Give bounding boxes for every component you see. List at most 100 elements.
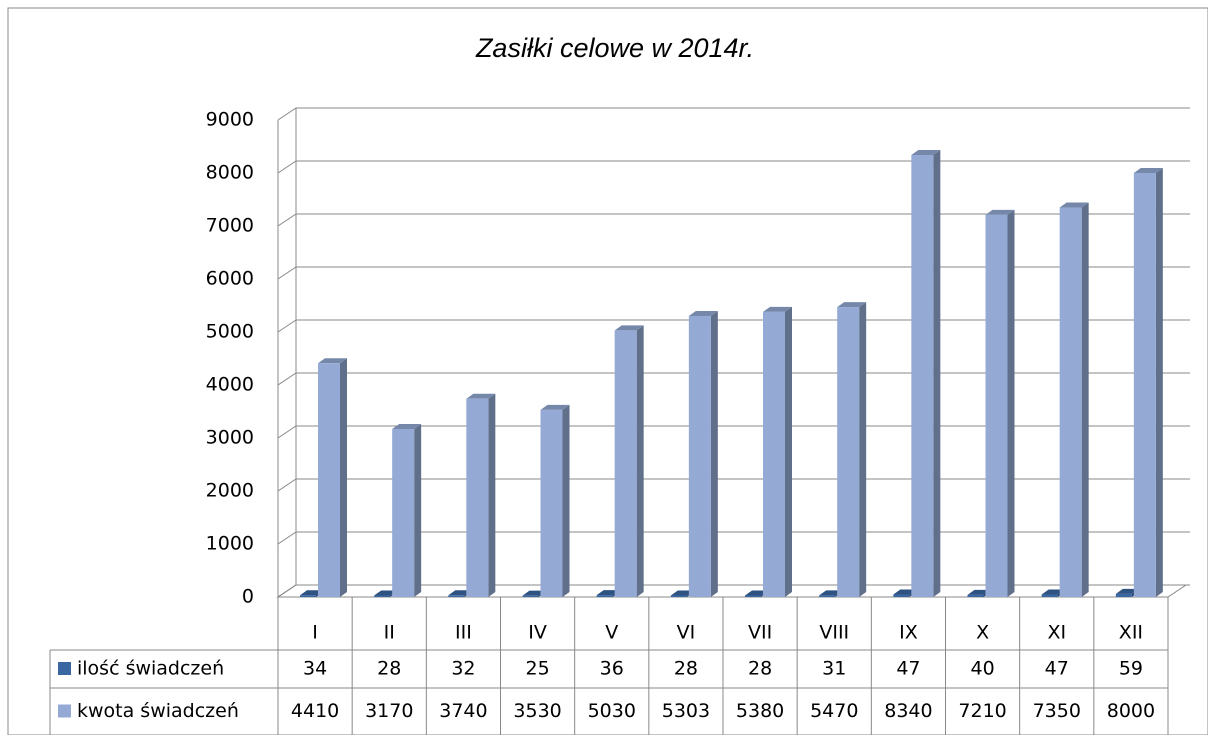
bar <box>466 393 496 597</box>
bar-face <box>1059 202 1089 208</box>
table-value: 8000 <box>1107 700 1155 722</box>
bar <box>763 306 792 597</box>
x-tick-label: IX <box>899 622 918 644</box>
bar-face <box>488 393 496 597</box>
grid-line <box>277 584 1190 598</box>
bar-face <box>300 595 316 597</box>
x-tick-label: X <box>976 622 989 644</box>
grid-line <box>277 266 1190 280</box>
table-value: 3740 <box>439 700 487 722</box>
bar <box>540 404 570 597</box>
bar-face <box>466 398 489 597</box>
bar-face <box>448 595 465 597</box>
bar-face <box>967 594 984 597</box>
table-value: 28 <box>748 658 772 680</box>
x-tick-label: I <box>312 622 318 644</box>
bar-face <box>1059 207 1082 597</box>
bar-face <box>392 423 422 429</box>
bar <box>985 209 1015 597</box>
bar-face <box>562 404 570 597</box>
bar-face <box>318 358 347 364</box>
bar-face <box>1155 168 1163 597</box>
bar-face <box>893 594 910 597</box>
bar-face <box>1133 168 1163 173</box>
bar-face <box>670 595 687 597</box>
bar-face <box>1041 594 1058 597</box>
table-value: 5030 <box>588 700 636 722</box>
bar-face <box>933 149 941 598</box>
bar-face <box>1115 588 1139 594</box>
bar-face <box>466 393 496 399</box>
bar-face <box>837 302 867 308</box>
legend-key <box>58 704 71 718</box>
bar-face <box>893 589 917 595</box>
bar-face <box>763 306 792 312</box>
bar-face <box>300 590 323 596</box>
bar-face <box>710 310 718 597</box>
x-tick-label: XII <box>1119 622 1143 644</box>
y-tick-label: 7000 <box>206 215 254 237</box>
y-tick-label: 3000 <box>206 427 254 449</box>
bar <box>911 149 941 598</box>
bar <box>392 423 422 597</box>
x-tick-label: V <box>605 622 618 644</box>
x-tick-label: XI <box>1047 622 1066 644</box>
x-tick-label: VIII <box>819 622 849 644</box>
y-tick-label: 6000 <box>206 268 254 290</box>
bar-face <box>911 149 941 155</box>
bar-face <box>522 590 546 596</box>
bar-face <box>785 306 792 597</box>
bar-face <box>967 589 991 595</box>
bar-face <box>318 363 340 597</box>
y-tick-label: 2000 <box>206 480 254 502</box>
table-value: 28 <box>674 658 698 680</box>
bar-face <box>911 154 934 598</box>
bar-face <box>670 590 694 596</box>
bar <box>318 358 347 597</box>
bar-face <box>1081 202 1089 597</box>
table-value: 7210 <box>958 700 1006 722</box>
grid-line <box>277 107 1190 121</box>
table-value: 4410 <box>291 700 339 722</box>
table-value: 5380 <box>736 700 784 722</box>
grid-line <box>277 372 1190 386</box>
x-tick-label: IV <box>528 622 547 644</box>
bar <box>1133 168 1163 597</box>
table-value: 40 <box>970 658 994 680</box>
legend-label: kwota świadczeń <box>77 700 239 722</box>
table-value: 25 <box>525 658 549 680</box>
x-tick-label: II <box>384 622 395 644</box>
grid-line <box>277 425 1190 439</box>
y-tick-label: 5000 <box>206 321 254 343</box>
bar-face <box>745 590 768 596</box>
bar <box>688 310 718 597</box>
y-tick-label: 8000 <box>206 162 254 184</box>
y-tick-label: 4000 <box>206 374 254 396</box>
legend-key <box>58 662 71 675</box>
bar-face <box>522 595 539 597</box>
bar-face <box>596 595 613 597</box>
y-tick-label: 0 <box>242 586 254 608</box>
table-value: 28 <box>377 658 401 680</box>
chart-title: Zasiłki celowe w 2014r. <box>475 33 754 63</box>
x-tick-label: VII <box>748 622 772 644</box>
y-tick-label: 9000 <box>206 109 254 131</box>
bar-face <box>1115 593 1132 597</box>
bar-face <box>985 209 1015 215</box>
table-value: 8340 <box>884 700 932 722</box>
table-value: 7350 <box>1033 700 1081 722</box>
bar-face <box>448 590 472 596</box>
table-value: 5303 <box>662 700 710 722</box>
bar-face <box>819 595 836 597</box>
bar-face <box>688 315 711 597</box>
table-value: 47 <box>896 658 920 680</box>
bar-face <box>763 311 785 597</box>
table-value: 36 <box>600 658 624 680</box>
bar-face <box>837 307 860 597</box>
bar-face <box>374 595 391 597</box>
table-value: 32 <box>451 658 475 680</box>
y-tick-label: 1000 <box>206 533 254 555</box>
bar <box>1059 202 1089 597</box>
bar-face <box>614 330 637 597</box>
